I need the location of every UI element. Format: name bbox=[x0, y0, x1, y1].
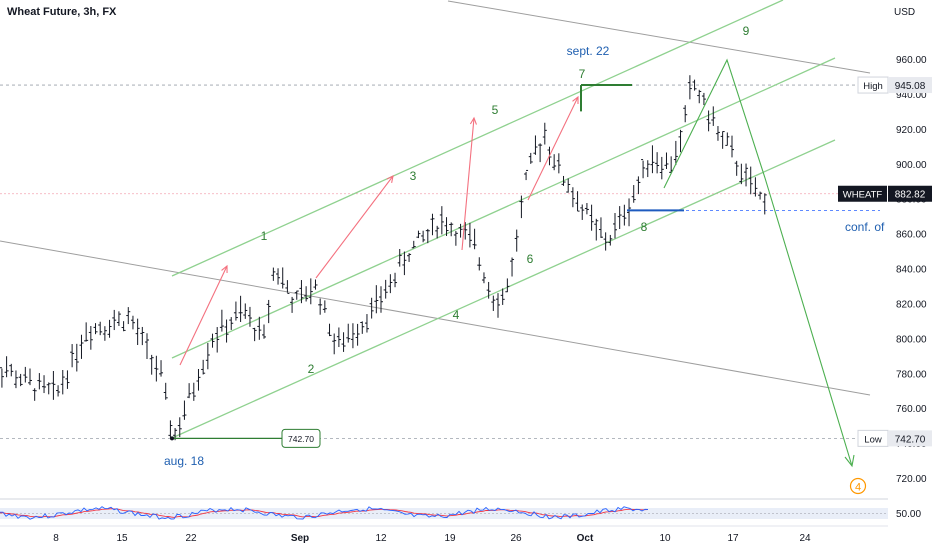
wave-label-7: 7 bbox=[579, 67, 586, 81]
low-price-tag-name: Low bbox=[864, 434, 882, 445]
y-tick-label: 860.00 bbox=[896, 230, 927, 241]
y-tick-label: 780.00 bbox=[896, 369, 927, 380]
upper-gray-trendline bbox=[447, 0, 871, 74]
x-tick-label: Sep bbox=[291, 533, 309, 544]
high-price-tag-name: High bbox=[863, 81, 883, 92]
x-tick-label: 10 bbox=[659, 533, 671, 544]
rsi-level-label: 50.00 bbox=[896, 509, 921, 520]
low-callout-box bbox=[281, 428, 321, 448]
x-tick-label: 19 bbox=[444, 533, 456, 544]
date-label-aug18: aug. 18 bbox=[164, 454, 204, 468]
y-tick-label: 720.00 bbox=[896, 474, 927, 485]
rsi-line bbox=[0, 506, 649, 520]
low-price-tag-value-box bbox=[888, 430, 932, 447]
x-tick-label: 12 bbox=[375, 533, 387, 544]
impulse-arrow-head bbox=[469, 116, 477, 125]
currency-label: USD bbox=[894, 7, 915, 18]
impulse-arrow bbox=[315, 175, 394, 279]
projection-arrowhead bbox=[844, 454, 855, 468]
y-tick-label: 800.00 bbox=[896, 334, 927, 345]
projection-path bbox=[663, 58, 853, 467]
confirmation-label: conf. of bbox=[845, 220, 885, 234]
rsi-ma-line bbox=[0, 508, 649, 518]
channel-middle-line bbox=[171, 57, 836, 359]
impulse-arrow-head bbox=[221, 264, 228, 274]
y-tick-label: 960.00 bbox=[896, 55, 927, 66]
x-tick-label: 8 bbox=[53, 533, 59, 544]
wave-label-4: 4 bbox=[453, 308, 460, 322]
last-price-value-box bbox=[888, 185, 932, 202]
lower-gray-trendline bbox=[0, 240, 871, 396]
impulse-arrow-head bbox=[572, 95, 579, 105]
x-tick-label: 22 bbox=[185, 533, 197, 544]
wave-label-2: 2 bbox=[308, 362, 315, 376]
y-tick-label: 940.00 bbox=[896, 90, 927, 101]
impulse-arrow-head bbox=[386, 174, 394, 183]
x-tick-label: 15 bbox=[116, 533, 128, 544]
channel-lower-line bbox=[171, 139, 836, 439]
x-tick-label: 17 bbox=[727, 533, 739, 544]
low-price-tag-value: 742.70 bbox=[895, 434, 926, 445]
wave-label-1: 1 bbox=[261, 229, 268, 243]
corrective-label-circle bbox=[849, 477, 867, 495]
y-tick-label: 760.00 bbox=[896, 404, 927, 415]
high-price-tag-value-box bbox=[888, 77, 932, 94]
wave-label-8: 8 bbox=[641, 220, 648, 234]
wave-label-9: 9 bbox=[743, 24, 750, 38]
high-price-tag-value: 945.08 bbox=[895, 81, 926, 92]
wave-label-5: 5 bbox=[492, 103, 499, 117]
chart-title: Wheat Future, 3h, FX bbox=[7, 6, 117, 18]
y-tick-label: 900.00 bbox=[896, 160, 927, 171]
last-price-value: 882.82 bbox=[895, 190, 926, 201]
channel-upper-line bbox=[171, 0, 784, 277]
last-price-name-box bbox=[838, 185, 887, 202]
wave-label-3: 3 bbox=[410, 169, 417, 183]
impulse-arrow bbox=[461, 117, 475, 251]
last-price-name: WHEATF bbox=[843, 190, 883, 201]
x-tick-label: 24 bbox=[799, 533, 811, 544]
date-label-sept22: sept. 22 bbox=[567, 44, 610, 58]
wave-label-6: 6 bbox=[527, 252, 534, 266]
y-tick-label: 820.00 bbox=[896, 299, 927, 310]
y-tick-label: 920.00 bbox=[896, 125, 927, 136]
low-callout-text: 742.70 bbox=[288, 434, 314, 444]
x-tick-label: Oct bbox=[577, 533, 594, 544]
low-point bbox=[170, 436, 174, 441]
y-tick-label: 840.00 bbox=[896, 265, 927, 276]
corrective-label: 4 bbox=[855, 482, 861, 494]
impulse-arrow bbox=[527, 96, 579, 201]
impulse-arrow bbox=[179, 265, 228, 366]
price-bars bbox=[0, 75, 767, 441]
x-tick-label: 26 bbox=[510, 533, 522, 544]
